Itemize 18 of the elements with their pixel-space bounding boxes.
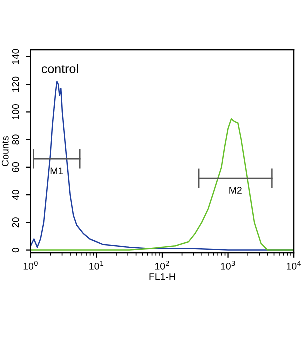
y-tick-label: 60 bbox=[12, 162, 20, 172]
x-tick-label: 10$^{2}$ bbox=[155, 260, 170, 270]
annotation: control bbox=[42, 64, 78, 74]
y-tick-label: 0 bbox=[12, 248, 20, 253]
y-tick-label: 120 bbox=[12, 76, 20, 92]
y-tick-label: 40 bbox=[12, 190, 20, 200]
y-tick-label: 80 bbox=[12, 134, 20, 145]
x-tick-label: 10$^{1}$ bbox=[90, 261, 104, 270]
x-tick-label: 10$^{3}$ bbox=[221, 260, 236, 270]
y-tick-label: 140 bbox=[12, 49, 20, 64]
y-axis-title: Counts bbox=[2, 136, 9, 166]
y-tick-label: 100 bbox=[12, 104, 20, 120]
x-axis-title: FL1-H bbox=[150, 274, 176, 280]
x-tick-label: 10$^{4}$ bbox=[287, 261, 302, 270]
x-tick-label: 10$^{0}$ bbox=[24, 260, 38, 270]
series-label: M2 bbox=[230, 187, 242, 194]
series-label: M1 bbox=[50, 168, 64, 175]
y-tick-label: 20 bbox=[12, 218, 20, 228]
